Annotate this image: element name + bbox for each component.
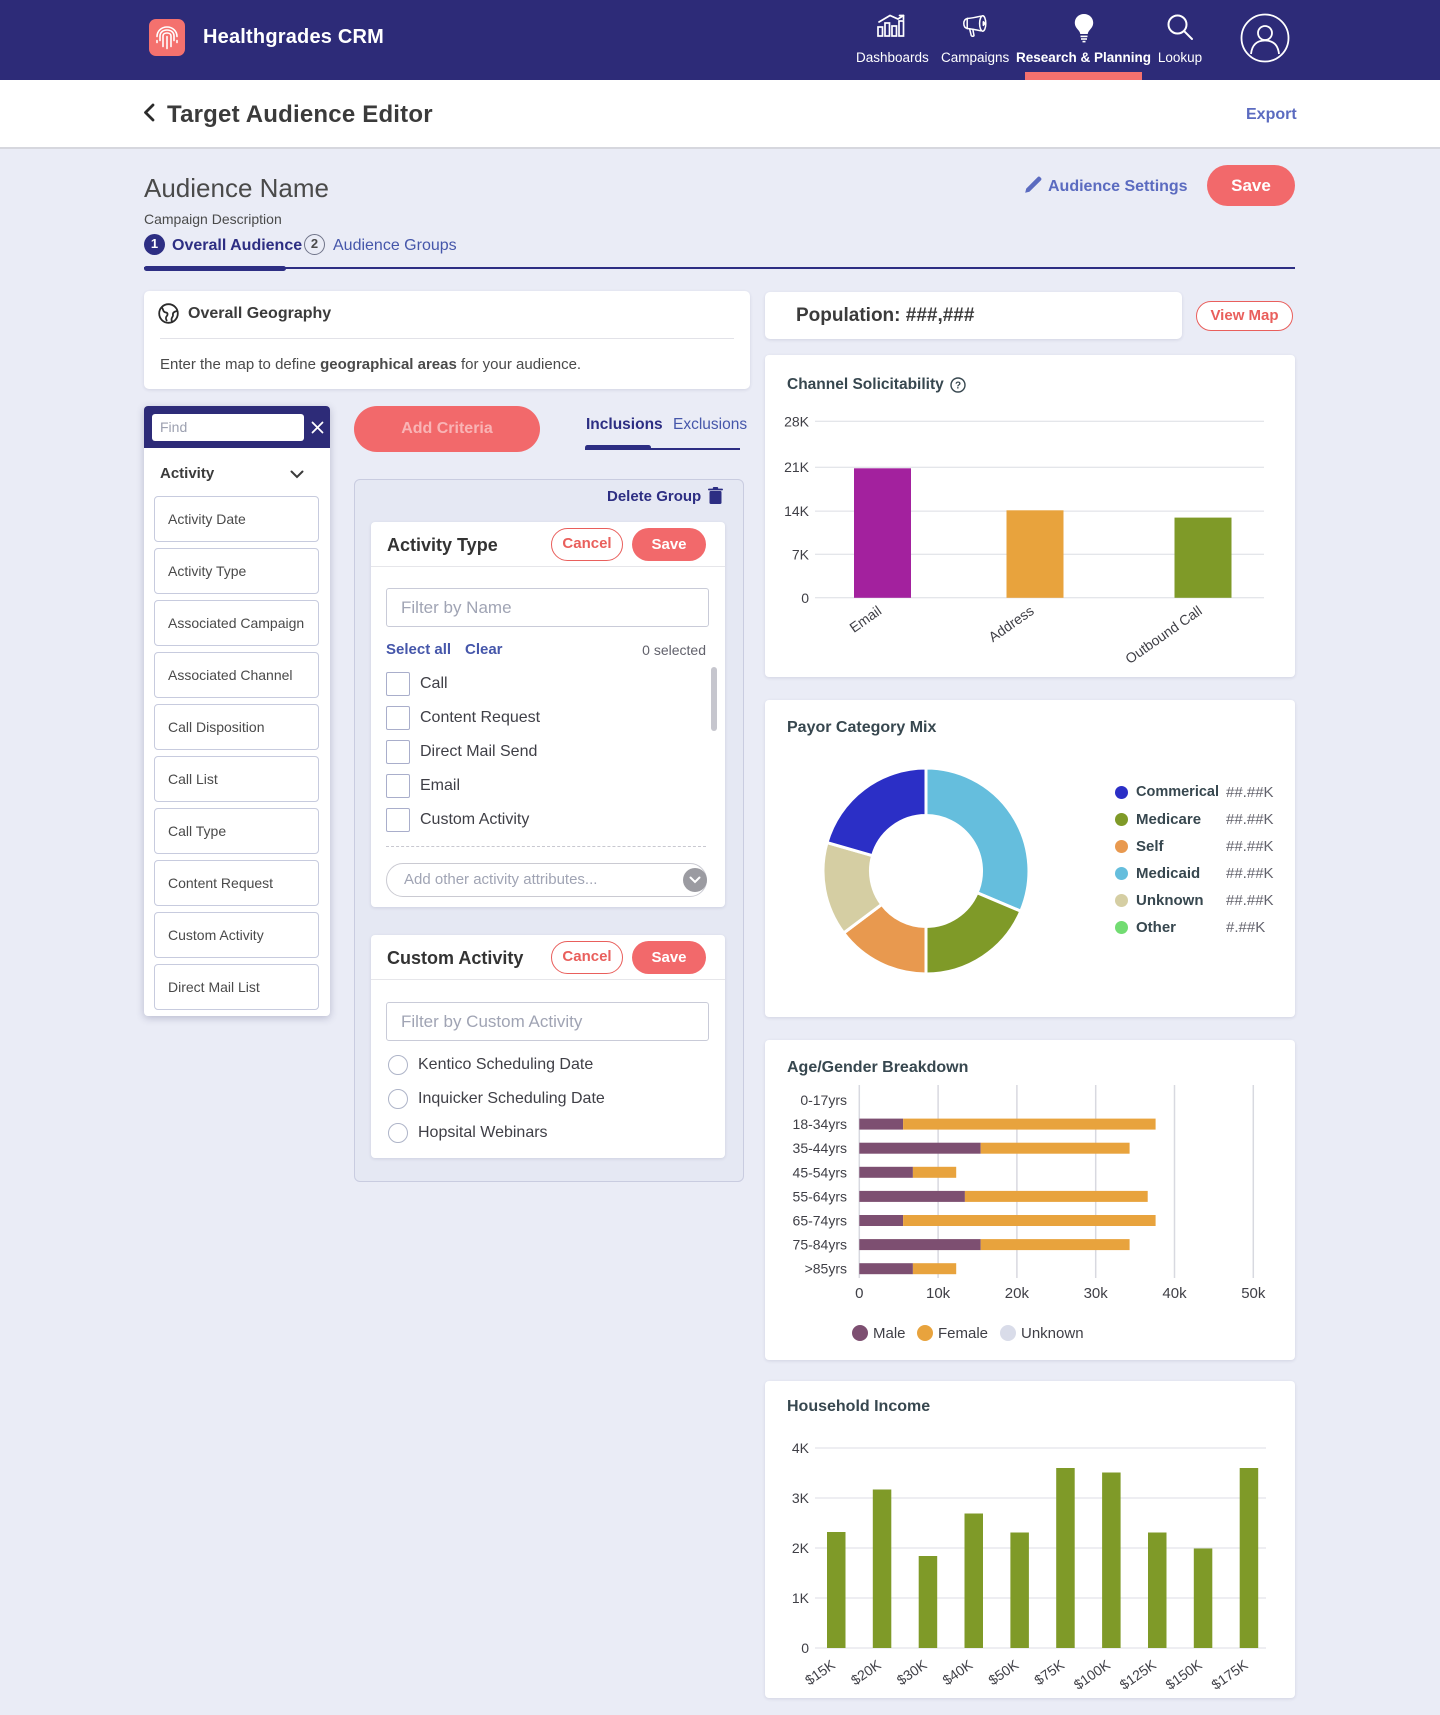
svg-text:$30K: $30K <box>894 1656 931 1688</box>
svg-text:Email: Email <box>846 602 884 635</box>
svg-text:1K: 1K <box>792 1590 810 1606</box>
svg-text:55-64yrs: 55-64yrs <box>793 1188 847 1204</box>
svg-text:$75K: $75K <box>1031 1656 1068 1688</box>
svg-text:35-44yrs: 35-44yrs <box>793 1140 847 1156</box>
svg-text:50k: 50k <box>1241 1285 1266 1302</box>
svg-text:0: 0 <box>855 1285 863 1302</box>
svg-text:>85yrs: >85yrs <box>805 1261 847 1277</box>
svg-text:20k: 20k <box>1005 1285 1030 1302</box>
svg-text:Female: Female <box>938 1325 988 1342</box>
svg-text:4K: 4K <box>792 1440 810 1456</box>
svg-text:0: 0 <box>801 590 809 606</box>
svg-text:21K: 21K <box>784 459 810 475</box>
svg-text:Address: Address <box>985 602 1036 645</box>
svg-text:65-74yrs: 65-74yrs <box>793 1213 847 1229</box>
svg-text:?: ? <box>955 381 961 392</box>
svg-text:45-54yrs: 45-54yrs <box>793 1164 847 1180</box>
svg-text:$20K: $20K <box>848 1656 885 1688</box>
svg-text:0-17yrs: 0-17yrs <box>800 1092 847 1108</box>
svg-text:28K: 28K <box>784 413 810 429</box>
svg-text:$50K: $50K <box>985 1656 1022 1688</box>
svg-text:$100K: $100K <box>1071 1656 1114 1693</box>
svg-text:$40K: $40K <box>939 1656 976 1688</box>
svg-text:$15K: $15K <box>802 1656 839 1688</box>
svg-text:$125K: $125K <box>1117 1656 1160 1693</box>
svg-text:$150K: $150K <box>1162 1656 1205 1693</box>
svg-text:18-34yrs: 18-34yrs <box>793 1116 847 1132</box>
svg-text:30k: 30k <box>1084 1285 1109 1302</box>
svg-text:Outbound Call: Outbound Call <box>1122 602 1205 666</box>
svg-text:$175K: $175K <box>1208 1656 1251 1693</box>
svg-text:40k: 40k <box>1162 1285 1187 1302</box>
svg-text:2K: 2K <box>792 1540 810 1556</box>
svg-text:14K: 14K <box>784 503 810 519</box>
svg-text:7K: 7K <box>792 546 810 562</box>
svg-text:Unknown: Unknown <box>1021 1325 1084 1342</box>
svg-text:75-84yrs: 75-84yrs <box>793 1237 847 1253</box>
svg-text:3K: 3K <box>792 1490 810 1506</box>
svg-text:10k: 10k <box>926 1285 951 1302</box>
svg-text:0: 0 <box>801 1640 809 1656</box>
svg-text:Male: Male <box>873 1325 906 1342</box>
